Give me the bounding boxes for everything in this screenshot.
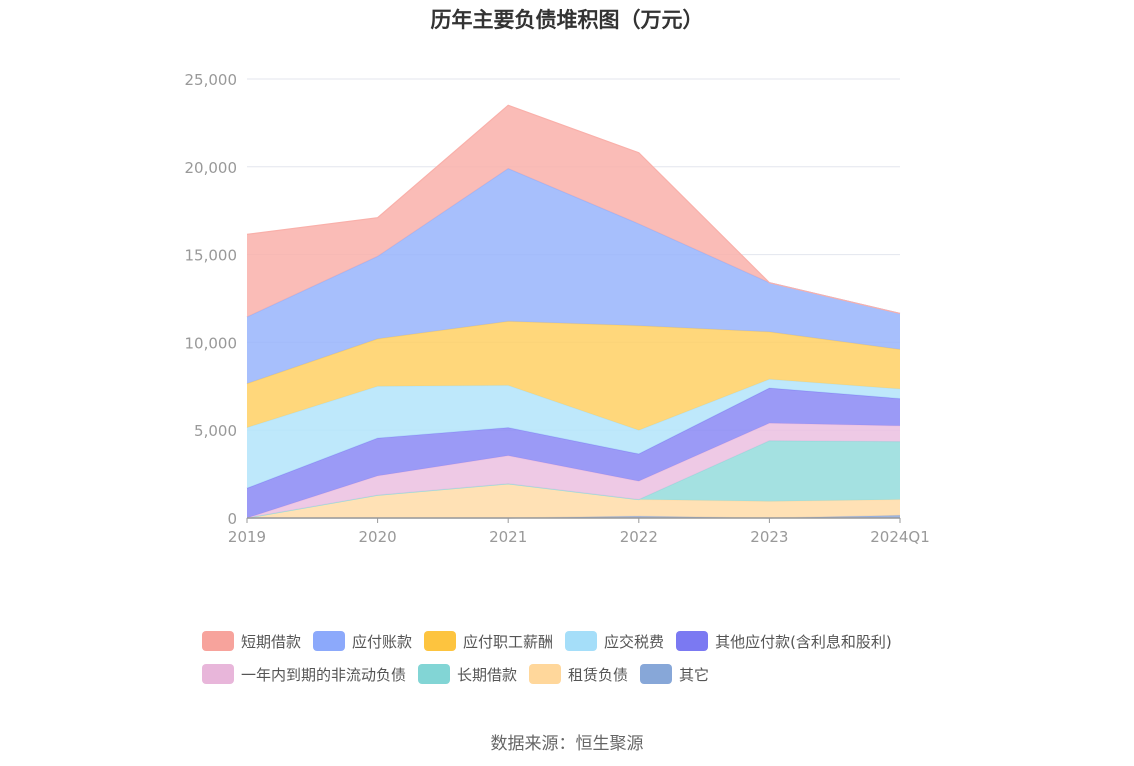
legend-swatch xyxy=(418,664,451,684)
axes: 0 5,000 10,000 15,000 20,000 25,000 2019 2020 20… xyxy=(185,71,930,546)
legend-label: 应付职工薪酬 xyxy=(463,632,554,651)
legend-swatch xyxy=(640,664,673,684)
legend-label: 一年内到期的非流动负债 xyxy=(241,665,407,684)
y-tick-label: 20,000 xyxy=(185,159,238,177)
legend-item[interactable]: 一年内到期的非流动负债 xyxy=(202,664,406,684)
x-tick-label: 2019 xyxy=(228,528,266,546)
legend-item[interactable]: 短期借款 xyxy=(202,631,301,651)
legend-swatch xyxy=(676,631,709,651)
x-tick-label: 2024Q1 xyxy=(870,528,930,546)
area-series-1 xyxy=(247,483,900,518)
area-series-4 xyxy=(247,388,900,518)
legend-label: 租赁负债 xyxy=(568,665,629,684)
data-source-note: 数据来源：恒生聚源 xyxy=(490,734,644,754)
legend-label: 其它 xyxy=(679,665,710,684)
legend-label: 应交税费 xyxy=(604,632,665,651)
area-series-2 xyxy=(247,440,900,518)
legend-item[interactable]: 其他应付款(含利息和股利) xyxy=(676,631,892,651)
x-tick-label: 2020 xyxy=(359,528,397,546)
area-series-8 xyxy=(247,105,900,317)
legend-swatch xyxy=(202,664,234,684)
area-series-6 xyxy=(247,321,900,431)
x-tick-label: 2022 xyxy=(620,528,658,546)
chart-legend: 短期借款 应付账款 应付职工薪酬 应交税费 其他应付款(含利息和股利) 一年内到期的非流动… xyxy=(202,631,962,684)
legend-label: 其他应付款(含利息和股利) xyxy=(715,632,892,651)
legend-item[interactable]: 应付账款 xyxy=(313,631,412,651)
legend-label: 应付账款 xyxy=(352,632,413,651)
y-tick-label: 10,000 xyxy=(185,334,238,352)
legend-item[interactable]: 其它 xyxy=(640,664,709,684)
legend-swatch xyxy=(202,631,234,651)
area-series-7 xyxy=(247,168,900,384)
legend-swatch xyxy=(313,631,346,651)
area-series-3 xyxy=(247,423,900,518)
legend-swatch xyxy=(424,631,457,651)
legend-swatch xyxy=(565,631,598,651)
y-tick-label: 0 xyxy=(227,510,237,528)
legend-label: 长期借款 xyxy=(457,665,518,684)
y-tick-label: 5,000 xyxy=(194,422,237,440)
area-series-layer xyxy=(246,104,901,519)
legend-item[interactable]: 租赁负债 xyxy=(529,664,628,684)
area-series-edge-8 xyxy=(246,104,901,315)
x-tick-label: 2021 xyxy=(489,528,527,546)
legend-label: 短期借款 xyxy=(241,632,302,651)
legend-item[interactable]: 应交税费 xyxy=(565,631,664,651)
area-series-5 xyxy=(247,379,900,489)
y-tick-label: 25,000 xyxy=(185,71,238,89)
x-tick-label: 2023 xyxy=(750,528,788,546)
chart-title: 历年主要负债堆积图（万元） xyxy=(430,8,704,32)
legend-swatch xyxy=(529,664,562,684)
y-tick-label: 15,000 xyxy=(185,247,238,265)
legend-item[interactable]: 长期借款 xyxy=(418,664,517,684)
legend-item[interactable]: 应付职工薪酬 xyxy=(424,631,553,651)
